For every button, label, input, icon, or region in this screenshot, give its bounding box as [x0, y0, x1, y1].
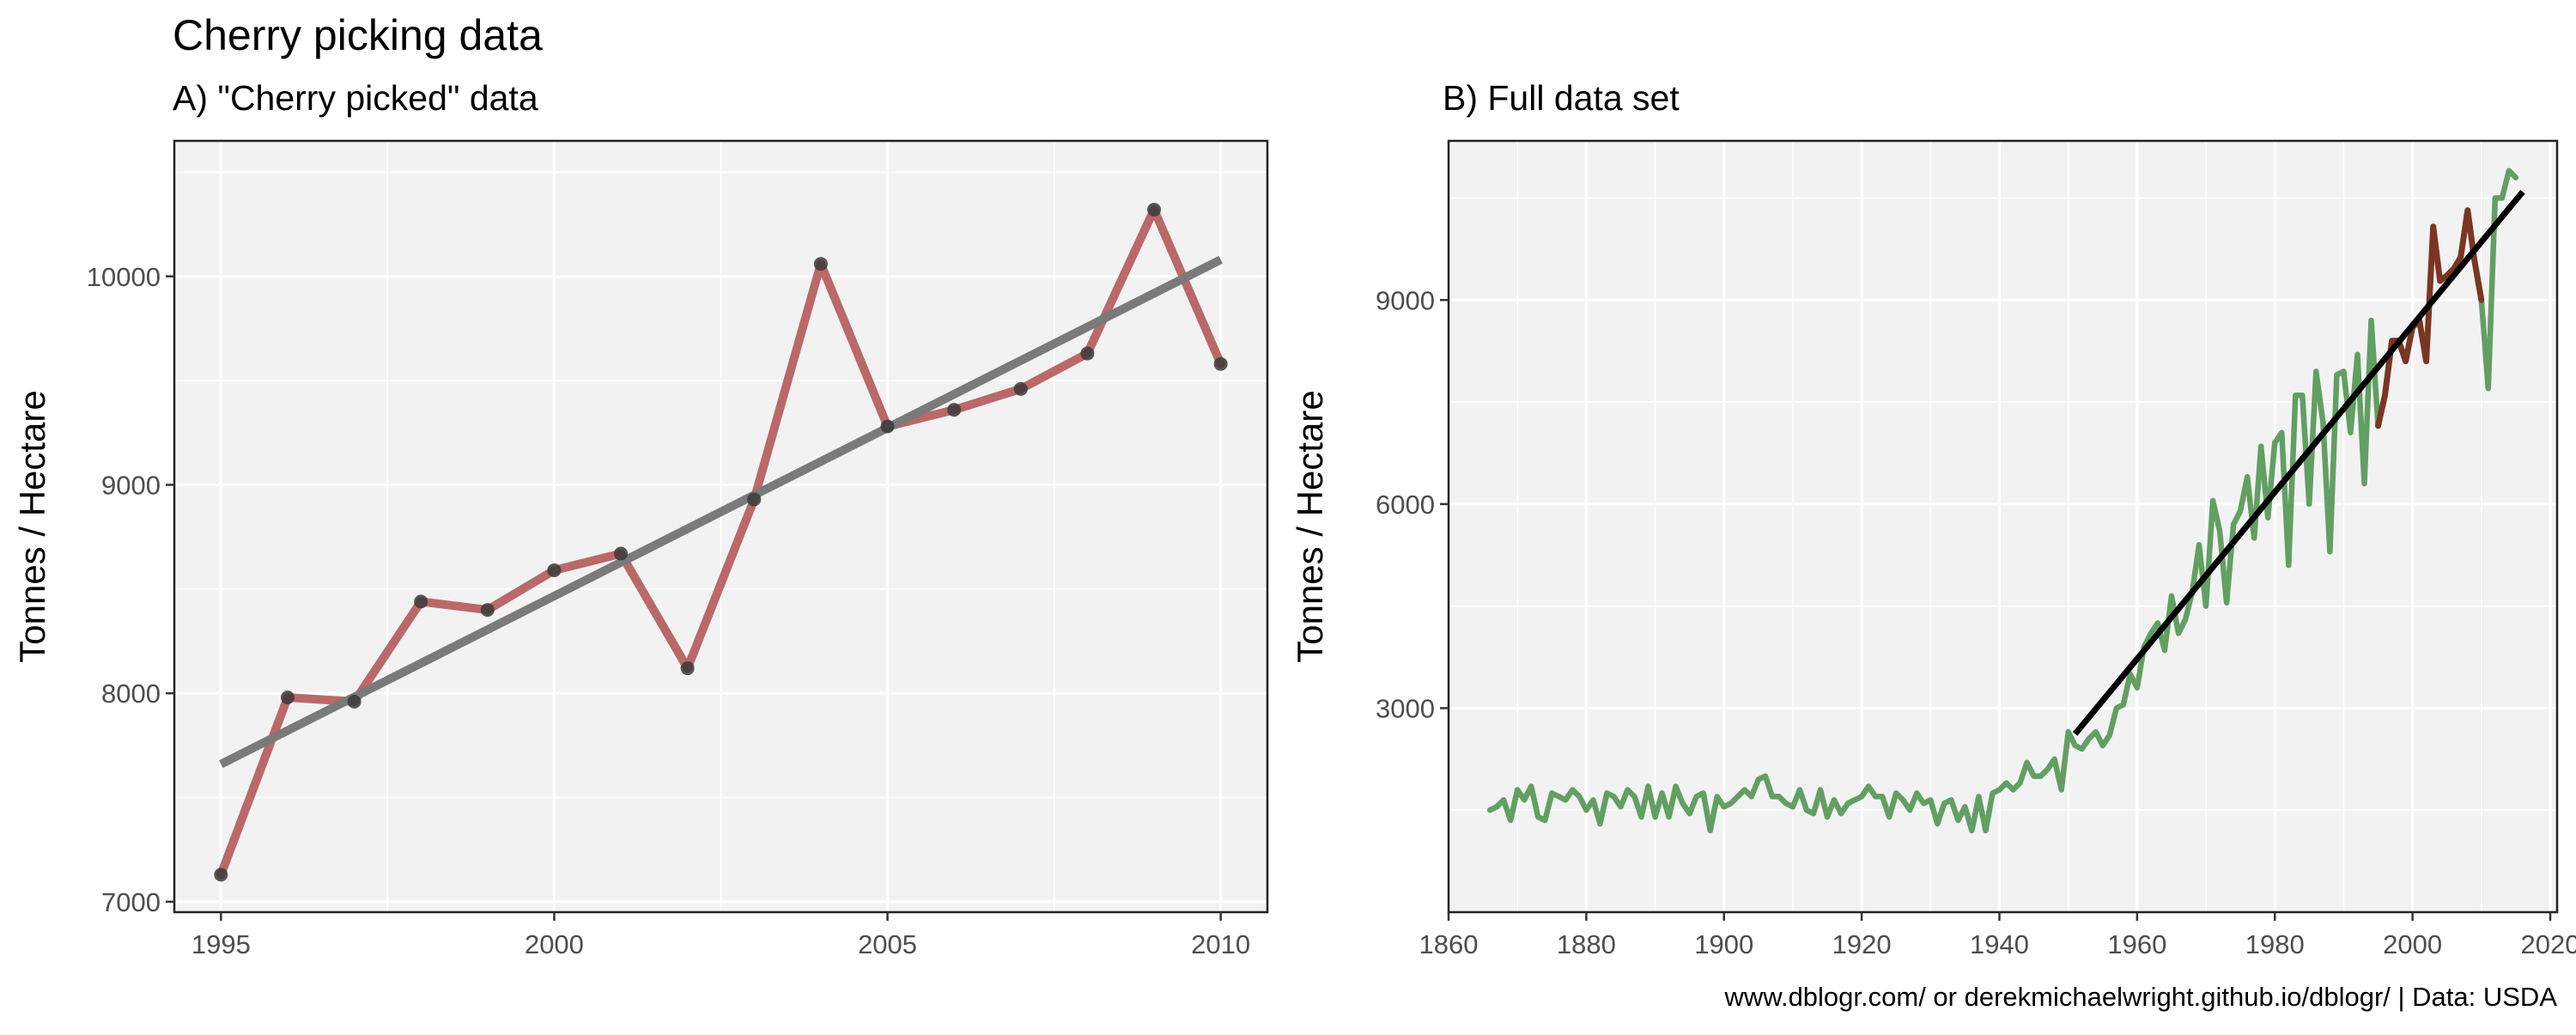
panel-a-y-tick-label: 8000 — [101, 679, 161, 709]
panel-b-x-tick-label: 2020 — [2520, 929, 2576, 959]
caption: www.dblogr.com/ or derekmichaelwright.gi… — [1724, 982, 2558, 1012]
panel-a-border — [173, 139, 1269, 914]
data-point — [747, 492, 762, 507]
panel-b-x-tick-label: 1880 — [1557, 929, 1616, 959]
panel-a-x-tick-label: 2005 — [858, 929, 917, 959]
panel-b-gridlines — [1447, 141, 2557, 912]
panel-b-x-tick-label: 1900 — [1694, 929, 1753, 959]
data-point — [414, 594, 428, 609]
data-point — [1013, 381, 1028, 396]
data-point — [813, 257, 828, 271]
panel-b-title: B) Full data set — [1443, 78, 1680, 118]
panel-b-y-tick-label: 6000 — [1376, 490, 1435, 520]
cherry-picked-highlight-line — [2375, 207, 2485, 429]
panel-a-series — [214, 203, 1228, 882]
data-point — [1213, 356, 1228, 371]
data-point — [614, 546, 629, 561]
panel-b-x-tick-label: 2000 — [2383, 929, 2442, 959]
panel-b-x-tick-label: 1980 — [2245, 929, 2305, 959]
data-point — [680, 661, 695, 676]
panel-b-x-tick-label: 1860 — [1419, 929, 1479, 959]
cherry-picked-series-line — [216, 205, 1225, 880]
panel-a-y-tick-label: 7000 — [101, 887, 161, 917]
data-point — [1147, 203, 1162, 217]
panel-b-border — [1447, 139, 2559, 914]
panel-a-y-tick-label: 10000 — [87, 262, 161, 292]
panel-b-x-tick-label: 1960 — [2107, 929, 2166, 959]
data-point — [214, 868, 228, 882]
panel-a-trend-line — [219, 255, 1223, 769]
panel-b-y-axis-title: Tonnes / Hectare — [1290, 390, 1330, 663]
figure-title: Cherry picking data — [173, 11, 543, 59]
data-point — [1080, 346, 1095, 361]
panel-a-x-tick-label: 2000 — [525, 929, 584, 959]
panel-a-x-tick-label: 1995 — [191, 929, 251, 959]
panel-b-x-tick-label: 1920 — [1832, 929, 1892, 959]
panel-b-y-tick-label: 3000 — [1376, 693, 1435, 723]
panel-b-trend-line — [2072, 190, 2525, 736]
data-point — [480, 603, 495, 618]
panel-b-y-tick-label: 9000 — [1376, 285, 1435, 315]
full-data-series-line — [1486, 167, 2519, 834]
data-point — [280, 691, 295, 705]
panel-a-x-tick-label: 2010 — [1191, 929, 1250, 959]
panel-b-series — [1486, 167, 2525, 834]
data-point — [547, 563, 562, 577]
data-point — [880, 419, 895, 434]
data-point — [947, 403, 962, 417]
panel-a-title: A) "Cherry picked" data — [173, 78, 538, 118]
panel-b-ticks: 1860 1880 1900 1920 1940 1960 1980 2000 2020 3000… — [1376, 285, 2576, 959]
panel-a-ticks: 1995 2000 2005 2010 7000 8000 9000 10000 — [87, 262, 1250, 959]
panel-a-y-tick-label: 9000 — [101, 470, 161, 500]
panel-b-x-tick-label: 1940 — [1970, 929, 2029, 959]
data-point — [347, 694, 361, 709]
panel-a-gridlines — [174, 141, 1267, 912]
panel-a-y-axis-title: Tonnes / Hectare — [12, 390, 52, 663]
